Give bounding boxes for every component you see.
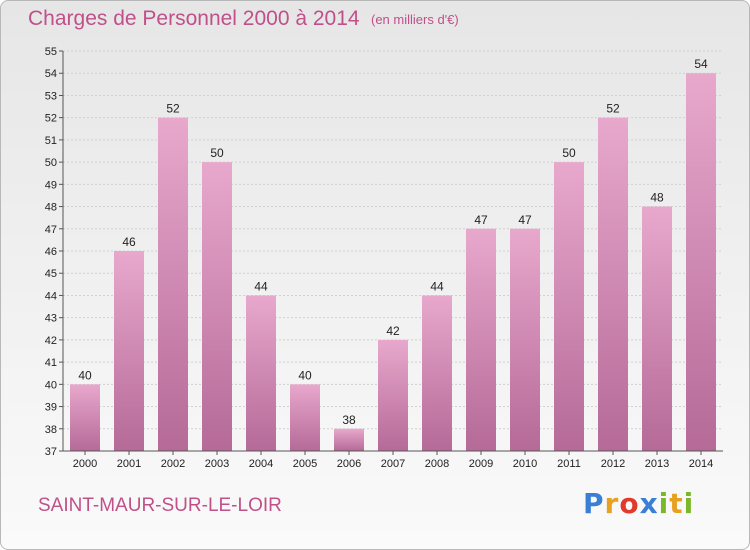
y-tick-label: 45: [45, 268, 57, 280]
x-tick-label: 2007: [381, 458, 405, 470]
data-label: 44: [430, 279, 444, 293]
x-tick-label: 2003: [205, 458, 229, 470]
x-tick-label: 2004: [249, 458, 273, 470]
data-label: 48: [650, 191, 664, 205]
data-label: 50: [562, 146, 576, 160]
bar: [158, 117, 188, 452]
x-tick-label: 2010: [513, 458, 537, 470]
x-tick-label: 2008: [425, 458, 449, 470]
data-label: 54: [694, 57, 708, 71]
x-tick-label: 2011: [557, 458, 581, 470]
bar: [334, 428, 364, 451]
x-tick-label: 2002: [161, 458, 185, 470]
x-tick-label: 2001: [117, 458, 141, 470]
y-tick-label: 47: [45, 224, 57, 236]
data-label: 40: [78, 368, 92, 382]
y-tick-label: 55: [45, 46, 57, 58]
proxiti-logo: Proxiti: [583, 487, 694, 520]
x-tick-label: 2009: [469, 458, 493, 470]
logo-letter: o: [619, 487, 640, 520]
data-label: 46: [122, 235, 136, 249]
y-tick-label: 38: [45, 424, 57, 436]
y-tick-label: 49: [45, 179, 57, 191]
chart-subtitle: (en milliers d'€): [371, 12, 459, 27]
x-tick-label: 2014: [689, 458, 713, 470]
bar: [554, 162, 584, 451]
y-tick-label: 53: [45, 90, 57, 102]
y-tick-label: 48: [45, 202, 57, 214]
x-tick-label: 2013: [645, 458, 669, 470]
chart-title: Charges de Personnel 2000 à 2014: [28, 7, 360, 30]
x-tick-label: 2012: [601, 458, 625, 470]
y-tick-label: 43: [45, 313, 57, 325]
logo-letter: P: [583, 487, 605, 520]
x-tick-label: 2000: [73, 458, 97, 470]
bar: [246, 295, 276, 451]
bar: [378, 339, 408, 451]
data-label: 47: [474, 213, 488, 227]
y-tick-label: 42: [45, 335, 57, 347]
bar: [510, 228, 540, 451]
y-tick-label: 46: [45, 246, 57, 258]
logo-letter: t: [669, 487, 684, 520]
bar: [466, 228, 496, 451]
bar: [202, 162, 232, 451]
data-label: 44: [254, 279, 268, 293]
data-label: 50: [210, 146, 224, 160]
logo-letter: i: [683, 487, 695, 520]
logo-letter: i: [658, 487, 670, 520]
bar: [686, 73, 716, 451]
y-tick-label: 50: [45, 157, 57, 169]
data-label: 42: [386, 324, 400, 338]
data-label: 52: [166, 102, 180, 116]
bar: [422, 295, 452, 451]
data-label: 47: [518, 213, 532, 227]
bar: [598, 117, 628, 452]
bar: [642, 206, 672, 451]
x-tick-label: 2006: [337, 458, 361, 470]
y-tick-label: 37: [45, 446, 57, 458]
y-tick-label: 54: [45, 68, 57, 80]
y-tick-label: 40: [45, 379, 57, 391]
data-label: 40: [298, 368, 312, 382]
bar: [114, 251, 144, 451]
data-label: 38: [342, 413, 356, 427]
y-tick-label: 44: [45, 290, 57, 302]
bar: [290, 384, 320, 451]
y-tick-label: 51: [45, 135, 57, 147]
bar: [70, 384, 100, 451]
logo-letter: x: [639, 487, 659, 520]
data-label: 52: [606, 102, 620, 116]
commune-name: SAINT-MAUR-SUR-LE-LOIR: [38, 495, 282, 516]
y-tick-label: 39: [45, 402, 57, 414]
y-tick-label: 41: [45, 357, 57, 369]
logo-letter: r: [604, 487, 620, 520]
y-tick-label: 52: [45, 113, 57, 125]
x-tick-label: 2005: [293, 458, 317, 470]
